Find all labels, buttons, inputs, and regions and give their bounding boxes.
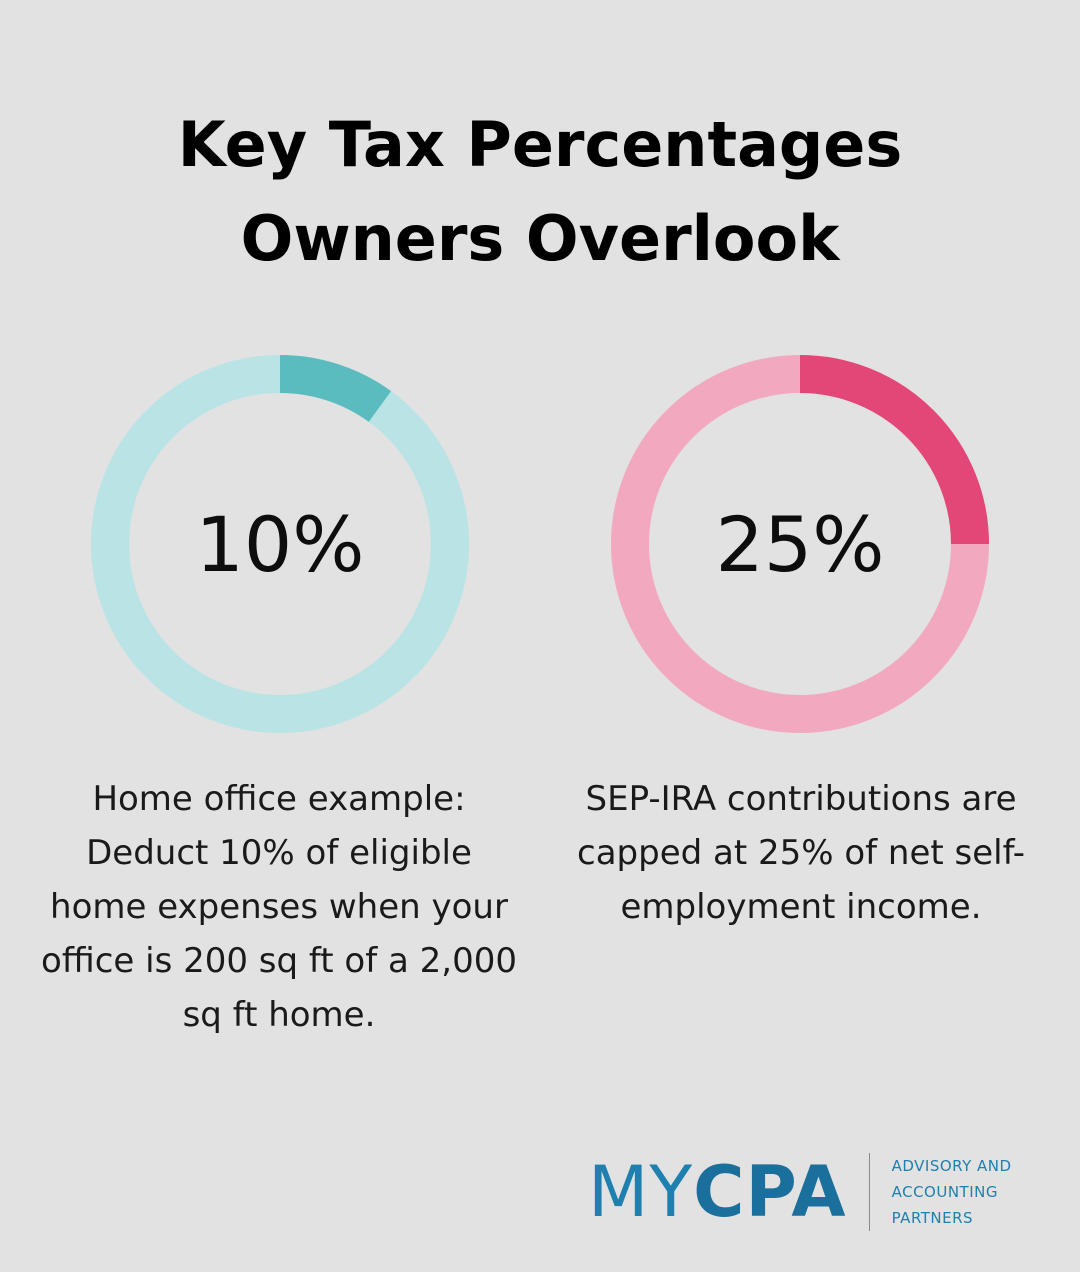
- donut-chart-sep-ira: 25%: [611, 355, 989, 733]
- donut-chart-home-office: 10%: [91, 355, 469, 733]
- sep-ira-donut-value-label: 25%: [716, 500, 885, 589]
- logo-tagline: ADVISORY AND ACCOUNTING PARTNERS: [892, 1153, 1012, 1231]
- logo-divider: [868, 1153, 870, 1231]
- logo-wordmark: MYCPA: [588, 1157, 847, 1227]
- logo-cpa: CPA: [693, 1151, 847, 1233]
- logo-tagline-line-3: PARTNERS: [891, 1209, 974, 1227]
- sep-ira-description: SEP-IRA contributions are capped at 25% …: [577, 779, 1025, 927]
- home-office-description: Home office example: Deduct 10% of eligi…: [41, 779, 517, 1035]
- page-title: Key Tax Percentages Owners Overlook: [0, 98, 1080, 286]
- mycpa-logo: MYCPA ADVISORY AND ACCOUNTING PARTNERS: [588, 1150, 1012, 1234]
- title-line-2: Owners Overlook: [240, 202, 840, 275]
- logo-tagline-line-1: ADVISORY AND: [891, 1157, 1012, 1175]
- sep-ira-donut-value-arc: [799, 355, 989, 545]
- home-office-donut-value-arc: [279, 355, 392, 423]
- logo-tagline-line-2: ACCOUNTING: [891, 1183, 998, 1201]
- home-office-donut-value-label: 10%: [196, 500, 365, 589]
- title-line-1: Key Tax Percentages: [177, 108, 903, 181]
- logo-my: MY: [588, 1151, 694, 1233]
